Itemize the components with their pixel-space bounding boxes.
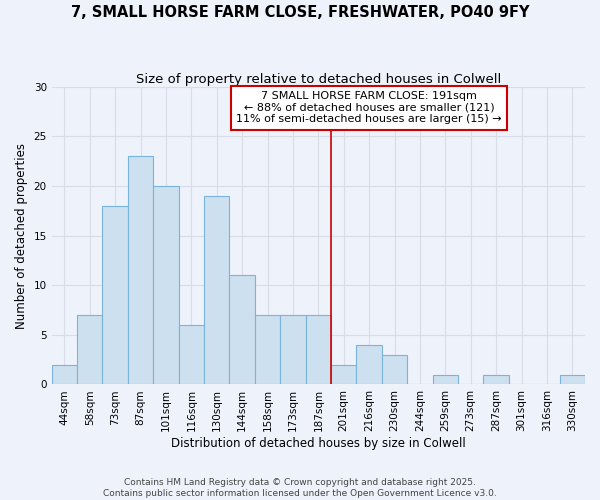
Bar bbox=[280, 315, 305, 384]
Bar bbox=[128, 156, 153, 384]
Bar bbox=[229, 276, 255, 384]
X-axis label: Distribution of detached houses by size in Colwell: Distribution of detached houses by size … bbox=[171, 437, 466, 450]
Title: Size of property relative to detached houses in Colwell: Size of property relative to detached ho… bbox=[136, 72, 501, 86]
Text: 7 SMALL HORSE FARM CLOSE: 191sqm
← 88% of detached houses are smaller (121)
11% : 7 SMALL HORSE FARM CLOSE: 191sqm ← 88% o… bbox=[236, 91, 502, 124]
Text: 7, SMALL HORSE FARM CLOSE, FRESHWATER, PO40 9FY: 7, SMALL HORSE FARM CLOSE, FRESHWATER, P… bbox=[71, 5, 529, 20]
Bar bbox=[484, 374, 509, 384]
Text: Contains HM Land Registry data © Crown copyright and database right 2025.
Contai: Contains HM Land Registry data © Crown c… bbox=[103, 478, 497, 498]
Bar bbox=[356, 345, 382, 385]
Bar bbox=[255, 315, 280, 384]
Bar bbox=[77, 315, 103, 384]
Bar bbox=[331, 364, 356, 384]
Bar bbox=[433, 374, 458, 384]
Bar bbox=[103, 206, 128, 384]
Bar bbox=[179, 325, 204, 384]
Bar bbox=[560, 374, 585, 384]
Bar bbox=[153, 186, 179, 384]
Bar bbox=[305, 315, 331, 384]
Bar bbox=[52, 364, 77, 384]
Y-axis label: Number of detached properties: Number of detached properties bbox=[15, 142, 28, 328]
Bar bbox=[382, 354, 407, 384]
Bar bbox=[204, 196, 229, 384]
